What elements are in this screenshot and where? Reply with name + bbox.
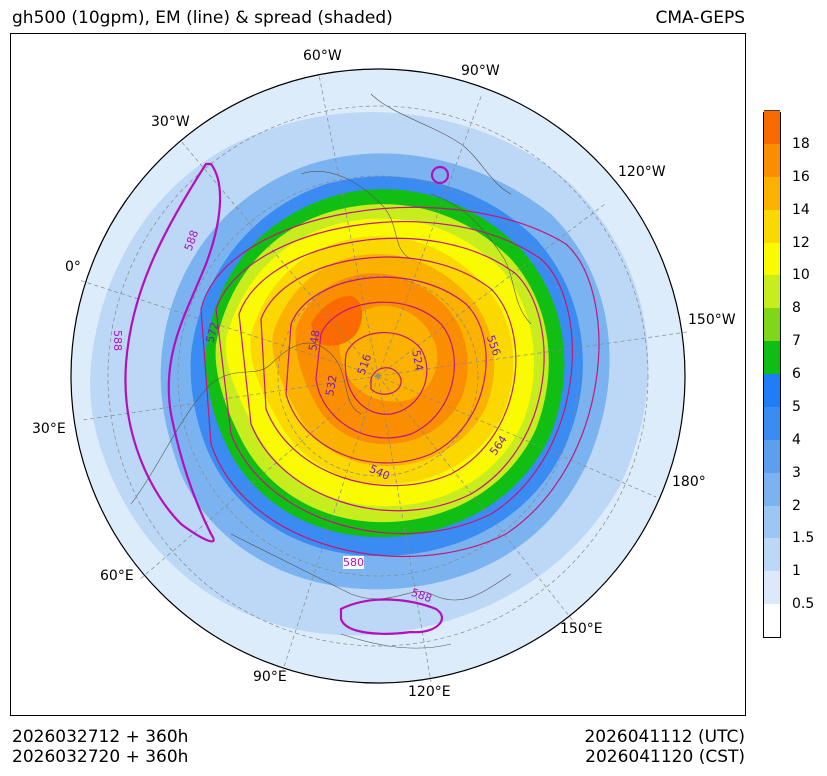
colorbar-tick-label: 4 (792, 431, 801, 448)
lon-label-30w: 30°W (151, 114, 190, 130)
lon-label-150e: 150°E (560, 621, 603, 637)
colorbar-tick-label: 14 (792, 201, 810, 218)
high-contours (124, 162, 450, 635)
colorbar-segment (764, 142, 780, 177)
map-boundary (70, 68, 686, 684)
colorbar-segment (764, 208, 780, 243)
lon-label-120w: 120°W (618, 164, 666, 180)
valid-cst: 2026041120 (CST) (585, 747, 745, 767)
colorbar-segment (764, 339, 780, 374)
colorbar-tick-label: 8 (792, 300, 801, 317)
colorbar-segment (764, 241, 780, 276)
lon-label-180: 180° (672, 474, 706, 490)
contour-label-580: 580 (343, 556, 364, 569)
colorbar-segment (764, 536, 780, 572)
lon-label-90w: 90°W (461, 63, 500, 79)
lon-label-120e: 120°E (408, 684, 451, 700)
colorbar-tick-label: 1.5 (792, 530, 815, 547)
init-cst: 2026032720 + 360h (12, 747, 189, 767)
lon-label-0: 0° (65, 259, 81, 275)
colorbar-tick-label: 6 (792, 366, 801, 382)
init-utc: 2026032712 + 360h (12, 727, 189, 747)
lon-label-60e: 60°E (100, 568, 134, 584)
lon-label-150w: 150°W (688, 312, 736, 328)
valid-utc: 2026041112 (UTC) (584, 727, 745, 747)
colorbar-segment (764, 438, 780, 473)
colorbar-tick-label: 12 (792, 234, 810, 251)
colorbar-segment (764, 372, 780, 407)
colorbar-segment (764, 405, 780, 440)
lon-label-90e: 90°E (253, 669, 287, 685)
colorbar-segment (764, 504, 780, 539)
colorbar-segment (764, 306, 780, 342)
model-name: CMA-GEPS (655, 8, 745, 28)
lon-label-60w: 60°W (303, 48, 342, 64)
colorbar-segment (764, 175, 780, 210)
colorbar-segment (764, 273, 780, 309)
colorbar-tick-label: 10 (792, 267, 810, 284)
height-contours (200, 206, 600, 558)
colorbar (763, 109, 781, 638)
contour-label-588-far-west: 588 (111, 330, 124, 351)
colorbar-segment (764, 109, 780, 144)
colorbar-segment (764, 602, 780, 637)
map-frame: 60°W 90°W 30°W 120°W 0° 150°W 30°E 180° … (10, 33, 746, 716)
spread-shading (71, 69, 685, 683)
map-title: gh500 (10gpm), EM (line) & spread (shade… (12, 8, 393, 28)
colorbar-segment (764, 471, 780, 506)
colorbar-tick-label: 2 (792, 497, 801, 514)
colorbar-tick-label: 5 (792, 398, 801, 415)
colorbar-tick-label: 0.5 (792, 596, 815, 613)
colorbar-tick-label: 1 (792, 563, 801, 580)
valid-time: 2026041112 (UTC) 2026041120 (CST) (584, 727, 745, 767)
colorbar-tick-label: 16 (792, 168, 810, 185)
colorbar-tick-label: 3 (792, 464, 801, 481)
polar-map[interactable] (11, 34, 745, 715)
colorbar-tick-label: 7 (792, 333, 801, 350)
colorbar-tick-label: 18 (792, 135, 810, 152)
colorbar-segment (764, 569, 780, 605)
init-time: 2026032712 + 360h 2026032720 + 360h (12, 727, 188, 767)
lon-label-30e: 30°E (32, 421, 66, 437)
